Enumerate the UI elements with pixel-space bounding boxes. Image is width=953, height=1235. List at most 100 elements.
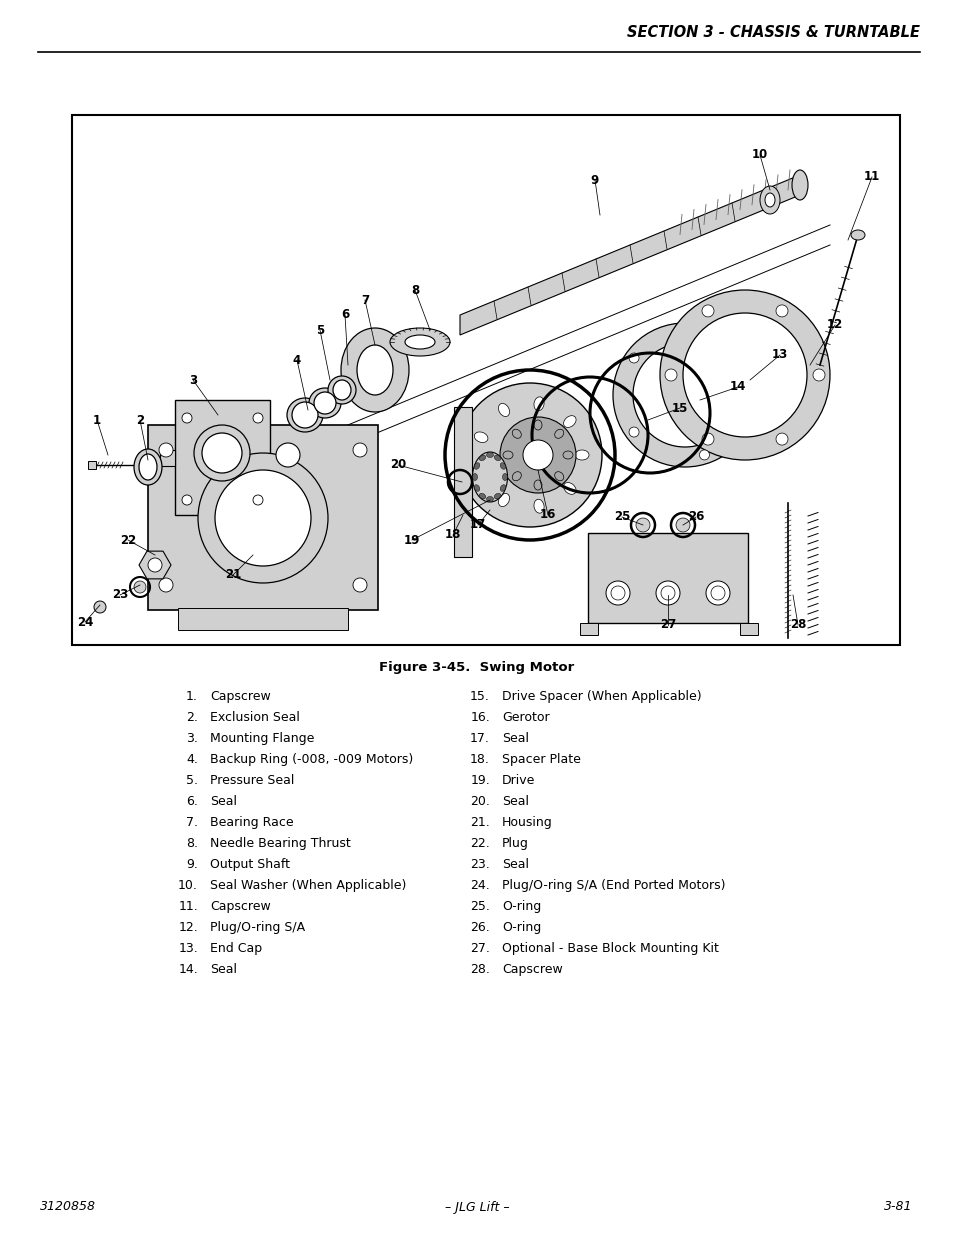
- Circle shape: [159, 578, 172, 592]
- Ellipse shape: [478, 456, 485, 461]
- Ellipse shape: [512, 472, 520, 480]
- Text: 26: 26: [687, 510, 703, 524]
- Ellipse shape: [474, 432, 487, 442]
- Text: SECTION 3 - CHASSIS & TURNTABLE: SECTION 3 - CHASSIS & TURNTABLE: [626, 25, 919, 40]
- Bar: [174, 400, 270, 515]
- Text: Spacer Plate: Spacer Plate: [501, 753, 580, 766]
- Ellipse shape: [309, 388, 340, 417]
- Text: 10: 10: [751, 148, 767, 162]
- Circle shape: [742, 390, 752, 400]
- Ellipse shape: [139, 454, 157, 480]
- Circle shape: [133, 580, 146, 593]
- Text: 3.: 3.: [186, 732, 198, 745]
- Ellipse shape: [486, 452, 493, 457]
- Text: O-ring: O-ring: [501, 900, 540, 913]
- Text: 22.: 22.: [470, 837, 490, 850]
- Text: Seal: Seal: [210, 963, 236, 976]
- Circle shape: [628, 353, 639, 363]
- Text: 8.: 8.: [186, 837, 198, 850]
- Text: 20.: 20.: [470, 795, 490, 808]
- Ellipse shape: [328, 375, 355, 404]
- Text: 24.: 24.: [470, 879, 490, 892]
- Text: 18: 18: [444, 529, 460, 541]
- Ellipse shape: [472, 473, 477, 480]
- Text: Drive Spacer (When Applicable): Drive Spacer (When Applicable): [501, 690, 700, 703]
- Circle shape: [664, 369, 677, 382]
- Ellipse shape: [499, 463, 505, 469]
- Circle shape: [682, 312, 806, 437]
- Bar: [160, 450, 174, 466]
- Text: 6: 6: [340, 309, 349, 321]
- Ellipse shape: [554, 430, 563, 438]
- Text: Bearing Race: Bearing Race: [210, 816, 294, 829]
- Bar: [88, 461, 96, 469]
- Ellipse shape: [850, 230, 864, 240]
- Text: 3120858: 3120858: [40, 1200, 96, 1214]
- Text: Exclusion Seal: Exclusion Seal: [210, 711, 299, 724]
- Text: Optional - Base Block Mounting Kit: Optional - Base Block Mounting Kit: [501, 942, 719, 955]
- Circle shape: [775, 433, 787, 445]
- Text: 19: 19: [403, 534, 419, 547]
- Ellipse shape: [764, 193, 774, 207]
- Text: Seal Washer (When Applicable): Seal Washer (When Applicable): [210, 879, 406, 892]
- Circle shape: [812, 369, 824, 382]
- Text: 13.: 13.: [178, 942, 198, 955]
- Text: 7.: 7.: [186, 816, 198, 829]
- Text: – JLG Lift –: – JLG Lift –: [444, 1200, 509, 1214]
- Ellipse shape: [474, 484, 479, 492]
- Ellipse shape: [534, 499, 543, 514]
- Text: Plug/O-ring S/A: Plug/O-ring S/A: [210, 921, 305, 934]
- Circle shape: [159, 443, 172, 457]
- Ellipse shape: [534, 396, 543, 411]
- Circle shape: [275, 443, 299, 467]
- Circle shape: [94, 601, 106, 613]
- Text: Capscrew: Capscrew: [210, 690, 271, 703]
- Text: 9: 9: [590, 173, 598, 186]
- Bar: [740, 622, 758, 635]
- Text: Figure 3-45.  Swing Motor: Figure 3-45. Swing Motor: [379, 661, 574, 673]
- Text: 9.: 9.: [186, 858, 198, 871]
- Ellipse shape: [563, 483, 576, 494]
- Ellipse shape: [494, 493, 500, 499]
- Circle shape: [193, 425, 250, 480]
- Text: 2: 2: [135, 414, 144, 426]
- Ellipse shape: [486, 496, 493, 501]
- Ellipse shape: [478, 493, 485, 499]
- Ellipse shape: [502, 451, 513, 459]
- Text: Plug/O-ring S/A (End Ported Motors): Plug/O-ring S/A (End Ported Motors): [501, 879, 724, 892]
- Ellipse shape: [502, 473, 507, 480]
- Text: 11: 11: [863, 170, 880, 184]
- Text: Pressure Seal: Pressure Seal: [210, 774, 294, 787]
- Text: 6.: 6.: [186, 795, 198, 808]
- Ellipse shape: [534, 420, 541, 430]
- Text: End Cap: End Cap: [210, 942, 262, 955]
- Text: 20: 20: [390, 458, 406, 472]
- Text: 15.: 15.: [470, 690, 490, 703]
- Polygon shape: [459, 175, 800, 335]
- Text: 22: 22: [120, 534, 136, 547]
- Ellipse shape: [333, 380, 351, 400]
- Bar: [71, 115, 899, 645]
- Text: Seal: Seal: [501, 795, 529, 808]
- Text: 27.: 27.: [470, 942, 490, 955]
- Text: 14: 14: [729, 380, 745, 394]
- Circle shape: [699, 450, 709, 459]
- Text: 3: 3: [189, 373, 197, 387]
- Circle shape: [148, 558, 162, 572]
- Ellipse shape: [494, 456, 500, 461]
- Text: 18.: 18.: [470, 753, 490, 766]
- Text: 7: 7: [360, 294, 369, 306]
- Ellipse shape: [472, 452, 507, 501]
- Text: 5.: 5.: [186, 774, 198, 787]
- Text: 4: 4: [293, 353, 301, 367]
- Circle shape: [253, 495, 263, 505]
- Text: Drive: Drive: [501, 774, 535, 787]
- Bar: [587, 534, 747, 622]
- Ellipse shape: [356, 345, 393, 395]
- Circle shape: [202, 433, 242, 473]
- Text: 15: 15: [671, 401, 687, 415]
- Ellipse shape: [340, 329, 409, 412]
- Text: 1: 1: [92, 414, 101, 426]
- Ellipse shape: [512, 430, 520, 438]
- Text: 1.: 1.: [186, 690, 198, 703]
